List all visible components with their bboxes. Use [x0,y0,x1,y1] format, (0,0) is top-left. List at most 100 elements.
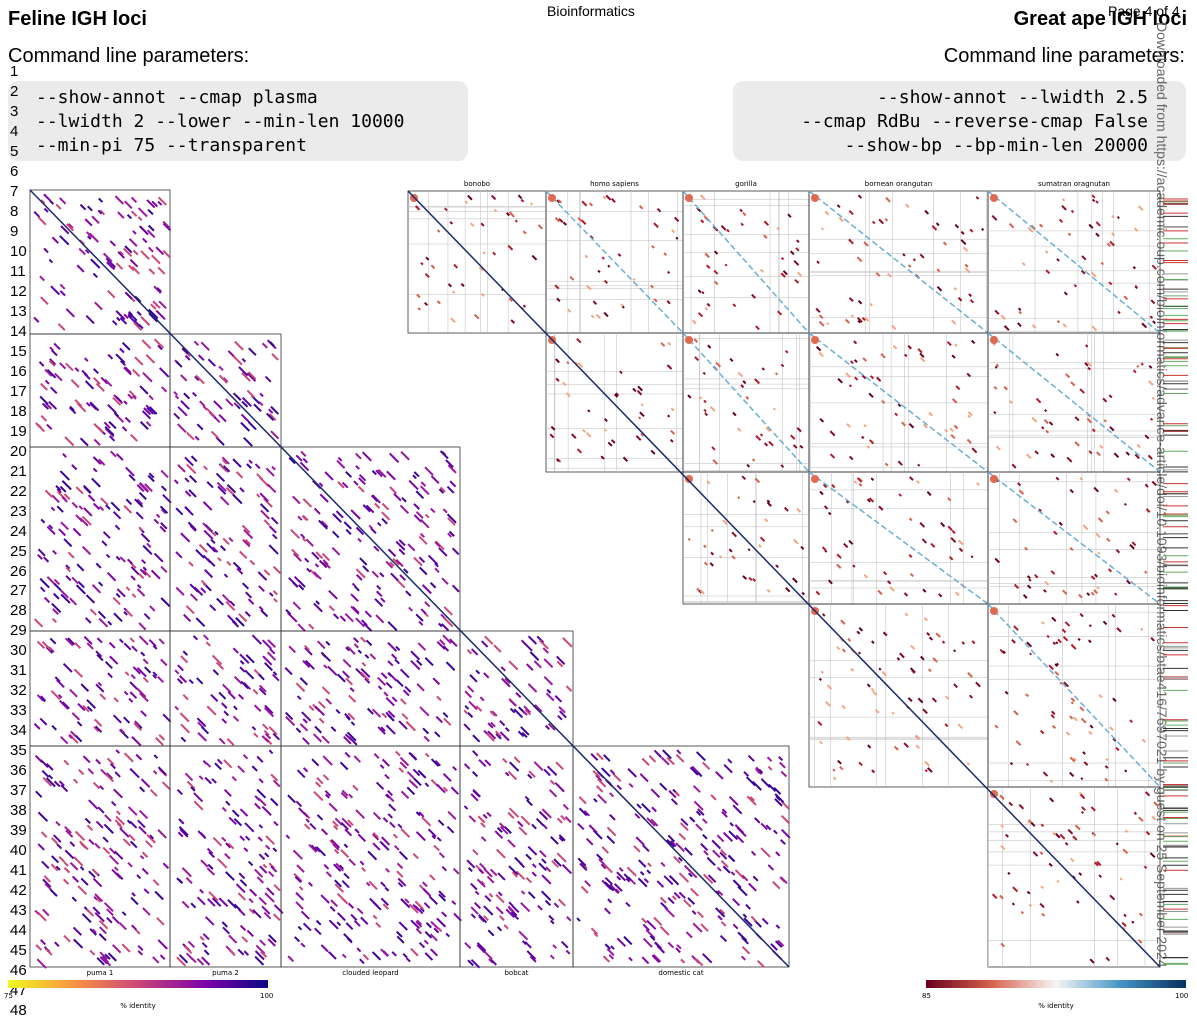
dot [596,853,604,861]
dot [606,835,616,845]
dot [239,666,246,673]
dot [187,521,197,531]
dot [221,806,227,812]
dot [208,851,215,859]
dot [820,227,824,231]
dot [675,842,686,853]
dot [61,480,72,491]
dot [1096,585,1100,590]
dot [371,570,379,578]
dot [295,800,303,808]
dot [1107,568,1113,573]
dot [601,256,605,260]
dot [147,208,154,216]
dot [836,204,841,209]
dot [424,466,434,476]
dot [153,754,159,759]
dot [222,459,228,465]
dot [691,319,697,325]
dot [670,798,678,806]
dot [251,395,261,405]
dot [183,613,192,622]
dot [441,577,449,585]
dot [1136,364,1140,368]
dot [445,661,456,671]
dot [694,356,700,362]
dot [381,712,388,719]
dot [44,947,53,956]
dot [596,752,604,761]
dot [593,797,598,803]
dot [999,648,1005,654]
dot [404,898,410,904]
dot [141,339,152,350]
dot [1025,453,1032,460]
dot [702,833,708,840]
line-number: 1 [10,63,19,80]
panel [280,745,461,968]
dot [595,785,604,793]
dot [41,641,52,651]
dot [1096,860,1102,867]
dot [868,392,874,398]
dot [1091,428,1096,433]
dot [728,548,733,553]
dot [231,776,237,782]
dot [229,600,236,607]
dot [134,498,144,508]
dot [65,223,75,232]
dot [780,464,785,468]
dot [430,758,440,767]
dot [217,557,222,562]
dot [628,956,633,962]
dot [184,490,192,498]
dot [946,341,952,347]
dot [107,290,116,299]
dot [862,357,867,362]
dot [473,313,480,320]
dot [1117,310,1121,315]
dot [148,406,158,415]
dot [238,366,249,377]
dot [101,955,109,964]
dot [508,660,519,671]
dot [341,880,350,889]
dot [445,932,451,938]
dot [741,935,748,942]
dot [1007,871,1011,875]
dot [385,724,396,735]
dot [400,898,411,909]
dot [315,919,322,926]
dot [475,864,485,875]
dot [162,494,172,504]
dot [667,270,671,274]
dot [951,529,956,535]
dot [375,921,382,928]
dot [695,823,703,832]
dot [201,726,210,735]
dot [737,371,744,378]
dot [218,897,229,908]
dot [39,577,50,589]
dot [418,535,428,545]
dot [869,439,875,445]
dot [616,871,627,882]
dot [126,819,132,825]
dot [237,948,245,956]
dot [610,945,615,950]
dot [67,551,75,559]
dot [1082,524,1089,531]
dot [580,861,588,870]
dot [971,447,978,454]
dot [576,917,581,922]
dot [134,295,142,303]
dot [57,323,66,331]
dot [251,726,257,731]
dot [356,947,362,953]
dot [173,479,179,485]
dot [213,416,221,424]
dot [416,659,423,666]
dot [79,517,89,527]
dot [903,592,909,597]
dot [1039,902,1045,909]
